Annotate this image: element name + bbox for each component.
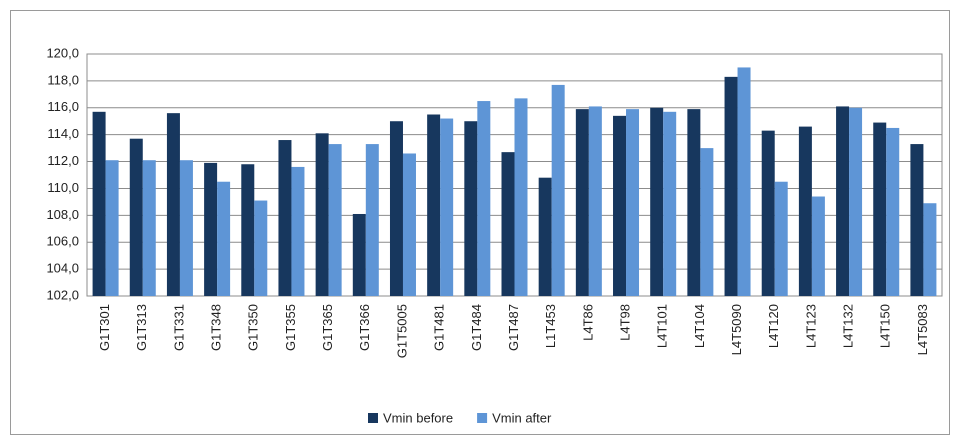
bar — [241, 164, 255, 296]
bar — [737, 67, 751, 296]
x-tick-label: L4T101 — [655, 304, 670, 348]
x-tick-label: G1T5005 — [394, 304, 409, 358]
bar — [588, 106, 602, 296]
x-tick-label: L4T5090 — [729, 304, 744, 355]
chart-frame — [10, 10, 950, 435]
bar — [402, 153, 416, 296]
x-tick-label: L4T120 — [766, 304, 781, 348]
y-tick-label: 110,0 — [47, 180, 79, 195]
y-tick-label: 114,0 — [47, 126, 79, 141]
bar — [700, 148, 714, 296]
bar — [798, 126, 812, 296]
bar — [204, 162, 218, 296]
x-tick-label: L4T98 — [617, 304, 632, 341]
bar — [389, 121, 403, 296]
bar — [315, 133, 329, 296]
bar — [427, 114, 441, 296]
bar — [849, 107, 863, 297]
bar — [873, 122, 887, 296]
legend-swatch — [368, 413, 378, 423]
bar — [663, 111, 677, 296]
x-tick-label: G1T487 — [506, 304, 521, 351]
bar — [774, 181, 788, 296]
x-tick-label: L4T123 — [803, 304, 818, 348]
bar — [650, 107, 664, 297]
x-tick-label: G1T366 — [357, 304, 372, 351]
y-tick-label: 118,0 — [47, 72, 79, 87]
bar — [551, 84, 565, 296]
bar — [910, 144, 924, 296]
x-tick-label: L4T104 — [692, 304, 707, 348]
bar — [105, 160, 119, 296]
y-tick-label: 106,0 — [46, 234, 79, 249]
y-tick-label: 108,0 — [46, 207, 79, 222]
bar — [811, 196, 825, 296]
bar — [836, 106, 850, 296]
bar — [328, 144, 342, 296]
bar — [166, 113, 180, 297]
x-tick-label: G1T481 — [432, 304, 447, 351]
legend-swatch — [477, 413, 488, 423]
bar — [217, 181, 231, 296]
bar — [129, 138, 143, 296]
bar — [477, 101, 491, 296]
x-tick-label: G1T331 — [171, 304, 186, 351]
bar — [254, 200, 268, 296]
x-tick-label: L4T86 — [580, 304, 595, 341]
bar — [278, 140, 292, 296]
x-tick-label: L4T5083 — [915, 304, 930, 355]
x-tick-label: G1T313 — [134, 304, 149, 351]
bar — [291, 166, 305, 296]
y-tick-label: 102,0 — [46, 287, 79, 302]
x-tick-label: G1T301 — [97, 304, 112, 351]
x-tick-label: G1T348 — [209, 304, 224, 351]
bar — [179, 160, 193, 296]
bar — [514, 98, 528, 296]
y-tick-label: 104,0 — [46, 261, 79, 276]
x-tick-label: L4T132 — [841, 304, 856, 348]
legend-label: Vmin before — [383, 410, 453, 425]
y-tick-label: 120,0 — [46, 45, 79, 60]
bar — [440, 118, 454, 297]
bar — [761, 130, 775, 296]
bar — [365, 144, 379, 296]
bar — [724, 76, 738, 296]
x-tick-label: G1T355 — [283, 304, 298, 351]
bar — [352, 213, 366, 296]
bar — [626, 109, 640, 296]
bar — [92, 111, 106, 296]
bar — [464, 121, 478, 296]
legend-label: Vmin after — [492, 410, 552, 425]
bar — [923, 203, 937, 296]
bar — [886, 127, 900, 296]
bar — [501, 152, 515, 296]
bar — [687, 109, 701, 296]
y-tick-label: 112,0 — [47, 153, 79, 168]
bar — [538, 177, 552, 296]
bar — [142, 160, 156, 296]
x-tick-label: L4T150 — [878, 304, 893, 348]
y-tick-label: 116,0 — [47, 99, 79, 114]
x-tick-label: G1T350 — [246, 304, 261, 351]
x-tick-label: G1T484 — [469, 304, 484, 351]
x-tick-label: G1T365 — [320, 304, 335, 351]
x-tick-label: L1T453 — [543, 304, 558, 348]
bar — [575, 109, 589, 296]
bar — [613, 115, 627, 296]
